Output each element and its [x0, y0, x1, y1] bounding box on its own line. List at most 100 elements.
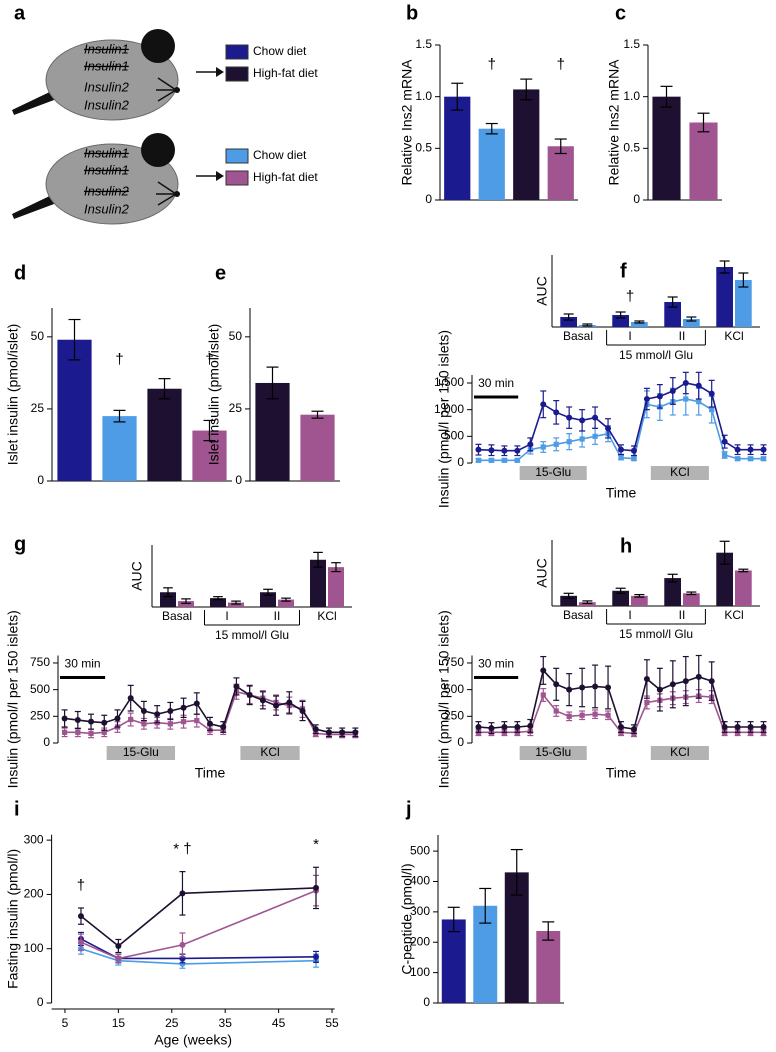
- y-tick-label: 1,500: [434, 375, 464, 389]
- marker: [695, 673, 702, 680]
- marker: [734, 446, 741, 453]
- bar: [683, 593, 700, 606]
- bar: [260, 592, 276, 607]
- y-axis-label: AUC: [534, 276, 550, 306]
- marker: [193, 700, 200, 707]
- y-tick-label: 1,000: [434, 402, 464, 416]
- annotation: †: [557, 56, 565, 73]
- x-axis-label: Time: [195, 765, 226, 781]
- y-tick-label: 500: [444, 429, 464, 443]
- y-tick-label: 50: [31, 329, 45, 343]
- marker: [527, 722, 534, 729]
- bar: [560, 595, 577, 606]
- bar: [716, 552, 733, 606]
- y-tick-label: 300: [410, 904, 430, 918]
- arrow-head: [216, 171, 224, 181]
- y-axis-label: Insulin (pmol/l per 150 islets): [436, 330, 452, 508]
- marker: [246, 691, 253, 698]
- whisker: [157, 193, 177, 206]
- x-tick-label: Basal: [563, 329, 593, 343]
- marker: [734, 723, 741, 730]
- marker: [682, 380, 689, 386]
- marker: [501, 447, 508, 454]
- marker: [115, 942, 122, 949]
- marker: [605, 425, 612, 432]
- gene-label: Insulin1: [84, 58, 129, 73]
- marker: [605, 712, 611, 718]
- marker: [286, 699, 293, 706]
- annotation: †: [488, 56, 496, 73]
- annotation: †: [77, 877, 85, 894]
- marker: [77, 913, 84, 920]
- marker: [167, 721, 173, 727]
- x-tick-label: I: [225, 609, 228, 623]
- marker: [618, 723, 624, 730]
- marker: [527, 441, 534, 448]
- group-label: High-fat diet: [253, 66, 318, 80]
- marker: [760, 456, 767, 462]
- y-tick-label: 300: [24, 832, 44, 846]
- marker: [488, 457, 495, 463]
- marker: [74, 717, 81, 724]
- marker: [553, 441, 559, 447]
- marker: [592, 414, 599, 421]
- marker: [299, 707, 306, 714]
- marker: [592, 683, 599, 690]
- bar: [536, 931, 561, 1003]
- marker: [128, 716, 134, 723]
- period-label: KCl: [260, 745, 279, 759]
- bar: [560, 317, 577, 327]
- bar: [102, 416, 137, 481]
- marker: [618, 446, 624, 453]
- marker: [514, 457, 520, 463]
- x-tick-label: Basal: [563, 608, 593, 622]
- marker: [630, 447, 637, 454]
- panel-letter: e: [215, 262, 226, 284]
- marker: [325, 729, 332, 736]
- marker: [682, 678, 689, 685]
- bar: [160, 592, 176, 607]
- y-tick-label: 0: [37, 995, 44, 1009]
- bar: [513, 89, 540, 200]
- marker: [273, 702, 280, 709]
- marker: [207, 720, 213, 727]
- marker: [179, 941, 186, 948]
- gene-label: Insulin1: [84, 162, 129, 177]
- marker: [475, 446, 482, 453]
- y-tick-label: 0: [457, 455, 464, 469]
- y-tick-label: 0.5: [623, 141, 640, 155]
- marker: [579, 684, 586, 691]
- y-tick-label: 250: [444, 708, 464, 722]
- gene-label: Insulin2: [84, 79, 130, 94]
- scale-bar-label: 30 min: [478, 376, 514, 390]
- mouse-body: [45, 143, 179, 225]
- y-tick-label: 0: [423, 995, 430, 1009]
- marker: [540, 667, 547, 674]
- bar: [57, 339, 92, 481]
- bar: [631, 322, 648, 327]
- mouse-ear: [141, 29, 175, 63]
- marker: [167, 707, 174, 714]
- marker: [75, 729, 81, 735]
- period-bar: [650, 466, 709, 480]
- marker: [566, 713, 572, 719]
- group-swatch: [225, 66, 249, 82]
- marker: [579, 436, 585, 442]
- y-tick-label: 500: [410, 843, 430, 857]
- y-tick-label: 0.5: [415, 141, 432, 155]
- panel-letter: f: [620, 260, 627, 282]
- mouse-nose: [174, 87, 180, 93]
- bar: [478, 128, 505, 200]
- marker: [721, 438, 728, 445]
- gene-label: Insulin1: [84, 41, 129, 56]
- bar: [210, 598, 226, 607]
- bar: [473, 905, 498, 1003]
- whisker: [157, 77, 177, 91]
- marker: [566, 439, 572, 445]
- y-tick-label: 0: [43, 735, 50, 749]
- bar: [735, 570, 752, 606]
- panel-letter: b: [406, 2, 418, 24]
- group-label: Chow diet: [253, 44, 307, 58]
- marker: [101, 719, 108, 726]
- bar: [178, 601, 194, 607]
